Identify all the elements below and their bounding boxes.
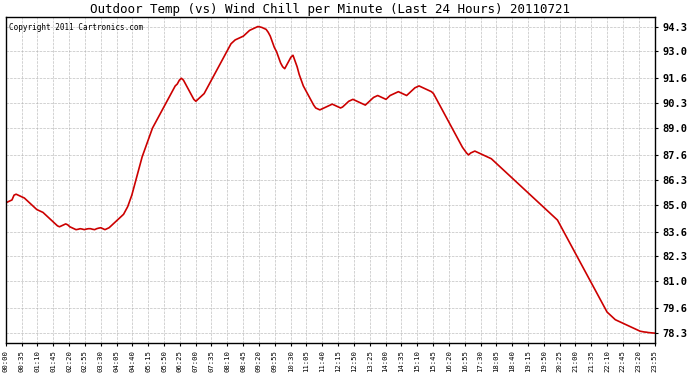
Title: Outdoor Temp (vs) Wind Chill per Minute (Last 24 Hours) 20110721: Outdoor Temp (vs) Wind Chill per Minute … <box>90 3 570 16</box>
Text: Copyright 2011 Cartronics.com: Copyright 2011 Cartronics.com <box>9 24 143 33</box>
